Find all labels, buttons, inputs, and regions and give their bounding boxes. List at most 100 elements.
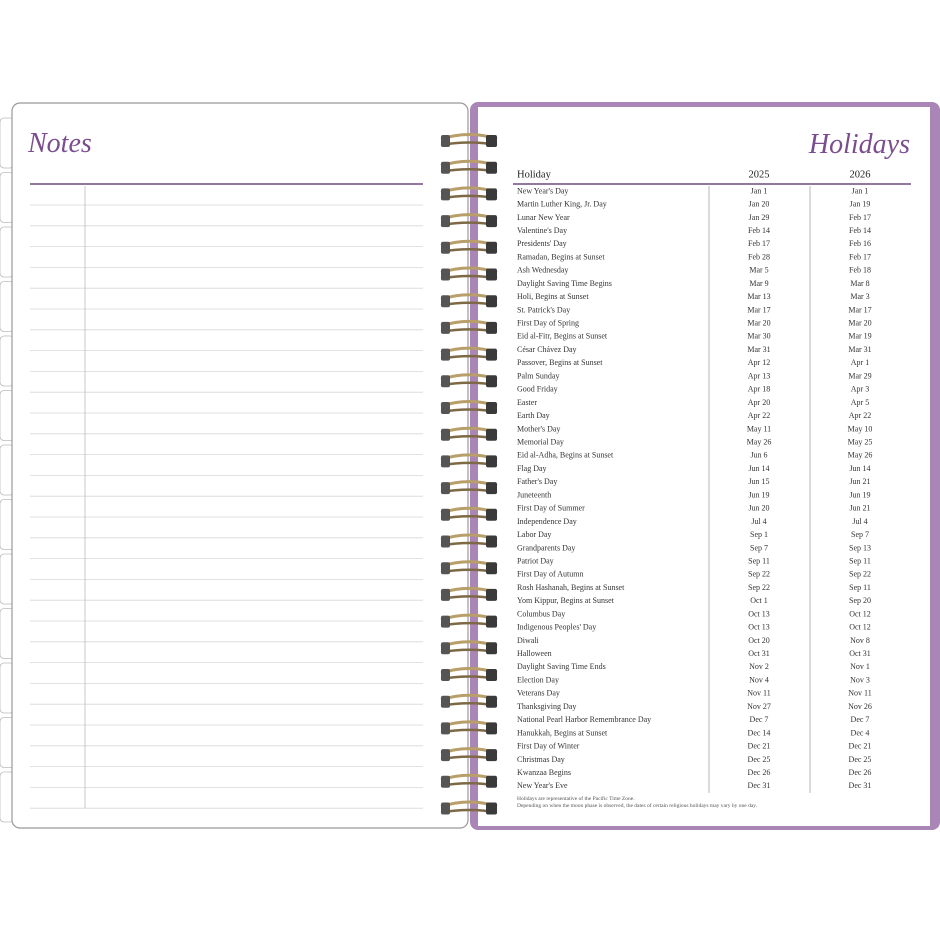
coil-hole <box>441 188 450 201</box>
coil-hole <box>486 802 497 815</box>
holiday-date: Jul 4 <box>751 517 766 526</box>
holiday-date: Jan 19 <box>850 200 871 209</box>
holiday-name: Yom Kippur, Begins at Sunset <box>517 596 615 605</box>
holiday-name: Flag Day <box>517 464 547 473</box>
coil-hole <box>441 722 450 735</box>
holiday-date: Sep 22 <box>748 583 770 592</box>
holiday-date: Jun 21 <box>849 504 870 513</box>
coil-hole <box>486 722 497 735</box>
holiday-date: Mar 13 <box>747 292 770 301</box>
holiday-date: Nov 1 <box>850 662 870 671</box>
holiday-date: Dec 4 <box>851 728 870 737</box>
holiday-name: Mother's Day <box>517 424 560 433</box>
holiday-date: Jun 6 <box>750 451 767 460</box>
holiday-name: Martin Luther King, Jr. Day <box>517 200 607 209</box>
holiday-name: Independence Day <box>517 517 577 526</box>
coil-hole <box>486 402 497 414</box>
coil-hole <box>441 402 450 414</box>
holiday-date: Feb 16 <box>849 239 871 248</box>
holiday-name: Earth Day <box>517 411 550 420</box>
holiday-name: Election Day <box>517 675 559 684</box>
coil-hole <box>486 588 497 601</box>
holiday-date: Dec 7 <box>851 715 870 724</box>
coil-hole <box>441 562 450 575</box>
coil-hole <box>441 802 450 815</box>
coil-hole <box>441 348 450 361</box>
holiday-date: Oct 13 <box>748 609 770 618</box>
holiday-date: Dec 31 <box>748 781 771 790</box>
coil-hole <box>486 241 497 254</box>
holiday-date: Feb 17 <box>849 252 871 261</box>
holiday-date: Oct 1 <box>750 596 768 605</box>
coil-hole <box>441 535 450 548</box>
holiday-name: New Year's Day <box>517 186 568 195</box>
holiday-name: Memorial Day <box>517 438 564 447</box>
holiday-date: May 11 <box>747 424 771 433</box>
coil-hole <box>441 241 450 254</box>
coil-hole <box>441 775 450 788</box>
holiday-date: Oct 13 <box>748 623 770 632</box>
holiday-date: May 26 <box>848 451 873 460</box>
holiday-name: Presidents' Day <box>517 239 567 248</box>
coil-hole <box>486 482 497 495</box>
holiday-name: Veterans Day <box>517 689 560 698</box>
holiday-date: Mar 5 <box>749 266 768 275</box>
coil-hole <box>441 375 450 388</box>
coil-hole <box>441 268 450 281</box>
holiday-name: Kwanzaa Begins <box>517 768 571 777</box>
coil-hole <box>486 375 497 388</box>
holiday-name: Lunar New Year <box>517 213 570 222</box>
holiday-date: Dec 26 <box>849 768 872 777</box>
coil-hole <box>441 615 450 628</box>
holiday-date: Feb 28 <box>748 252 770 261</box>
holiday-name: St. Patrick's Day <box>517 305 570 314</box>
holiday-date: Feb 17 <box>849 213 871 222</box>
holiday-date: Nov 2 <box>749 662 769 671</box>
holiday-date: Sep 11 <box>849 583 871 592</box>
spiral-binding <box>440 133 498 815</box>
holiday-date: May 10 <box>848 424 873 433</box>
holiday-date: Nov 4 <box>749 675 769 684</box>
holiday-date: Sep 20 <box>849 596 871 605</box>
holiday-date: Mar 20 <box>848 319 871 328</box>
coil-hole <box>441 482 450 495</box>
holiday-date: Jun 14 <box>748 464 769 473</box>
holiday-date: Sep 7 <box>851 530 869 539</box>
coil-hole <box>486 321 497 334</box>
holiday-date: Sep 22 <box>849 570 871 579</box>
holiday-name: César Chávez Day <box>517 345 577 354</box>
footnote: Holidays are representative of the Pacif… <box>517 795 635 802</box>
holiday-date: Apr 3 <box>851 385 869 394</box>
holiday-date: Apr 1 <box>851 358 869 367</box>
holiday-date: Nov 3 <box>850 675 870 684</box>
holiday-date: Apr 12 <box>748 358 770 367</box>
holiday-date: Sep 22 <box>748 570 770 579</box>
holiday-date: Mar 29 <box>848 371 871 380</box>
holiday-date: Feb 17 <box>748 239 770 248</box>
holiday-date: Dec 7 <box>750 715 769 724</box>
holiday-date: Apr 22 <box>748 411 770 420</box>
holiday-date: Mar 3 <box>850 292 869 301</box>
holiday-date: Jan 1 <box>751 186 768 195</box>
column-header: 2026 <box>850 169 871 180</box>
holiday-name: First Day of Autumn <box>517 570 583 579</box>
holiday-date: May 26 <box>747 438 772 447</box>
holiday-name: Christmas Day <box>517 755 565 764</box>
coil-hole <box>441 295 450 308</box>
holiday-date: Nov 8 <box>850 636 870 645</box>
coil-hole <box>441 508 450 521</box>
holiday-name: National Pearl Harbor Remembrance Day <box>517 715 651 724</box>
holiday-date: Apr 5 <box>851 398 869 407</box>
holiday-date: Dec 26 <box>748 768 771 777</box>
holiday-date: Jan 29 <box>749 213 770 222</box>
holiday-name: Juneteenth <box>517 490 551 499</box>
month-tabs <box>0 117 15 823</box>
holiday-date: Jun 21 <box>849 477 870 486</box>
holiday-name: First Day of Summer <box>517 504 585 513</box>
holiday-date: Dec 21 <box>849 742 872 751</box>
column-header: Holiday <box>517 169 552 180</box>
holiday-date: Sep 13 <box>849 543 871 552</box>
coil-hole <box>486 695 497 708</box>
holiday-date: Dec 14 <box>748 728 771 737</box>
holiday-date: Apr 13 <box>748 371 770 380</box>
